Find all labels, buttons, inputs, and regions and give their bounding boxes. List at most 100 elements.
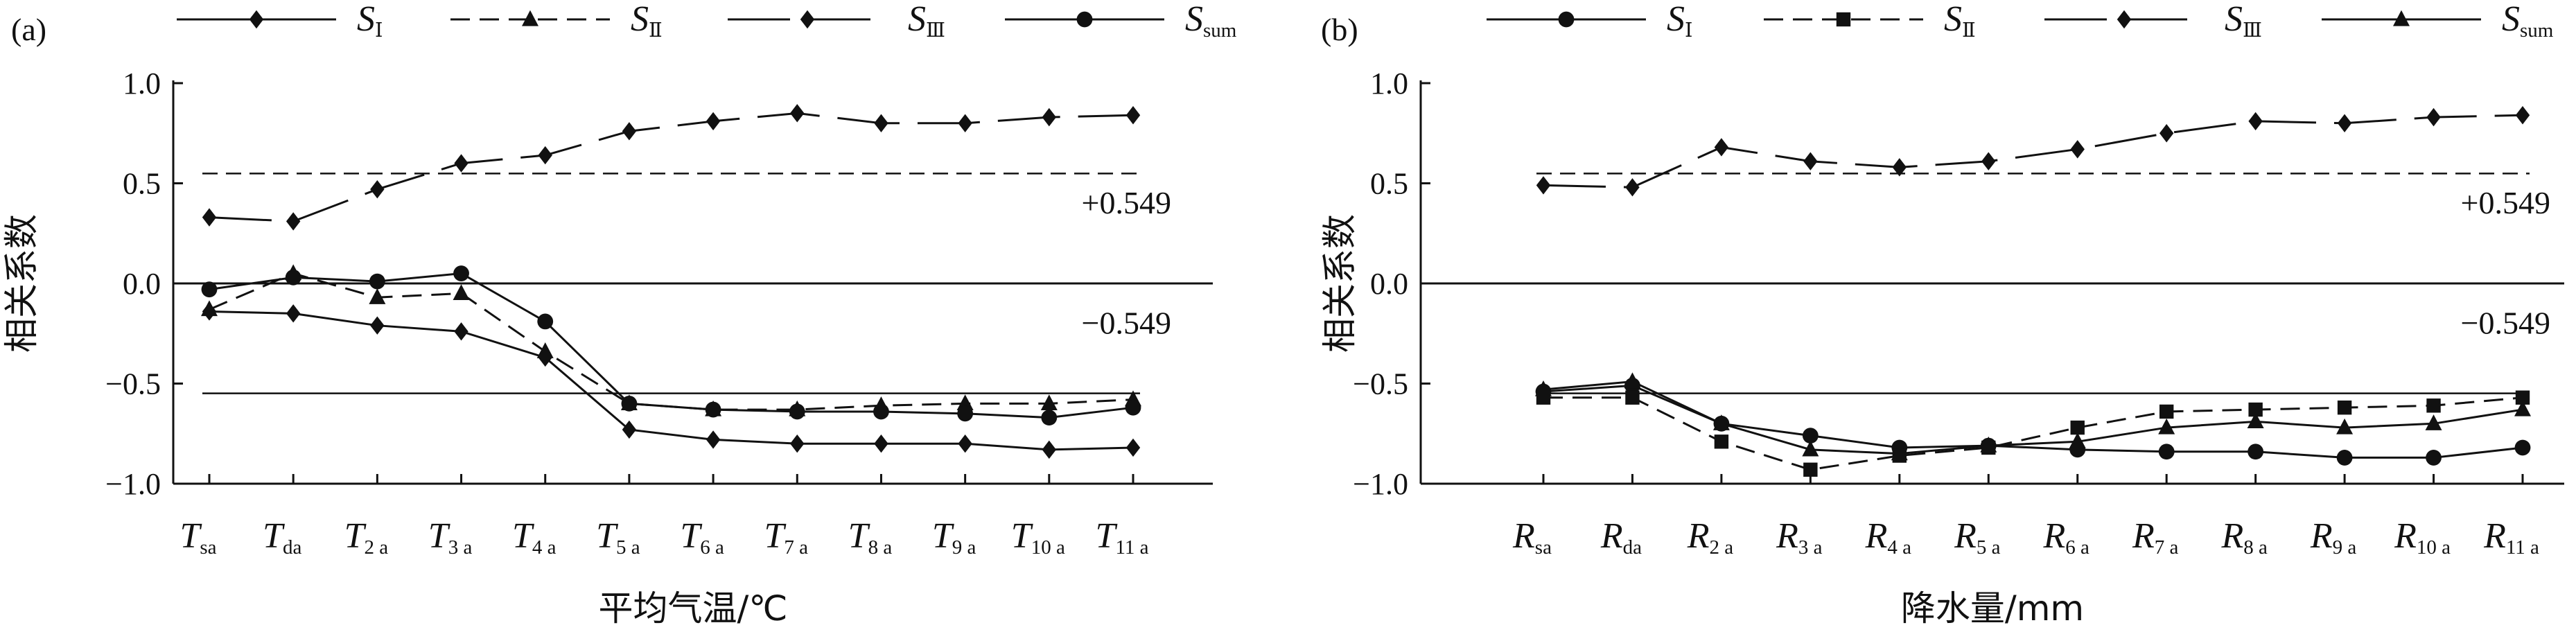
- data-point: [874, 114, 888, 132]
- data-point: [2426, 107, 2441, 127]
- threshold-label: +0.549: [2461, 185, 2550, 220]
- y-axis-title: 相关系数: [1320, 214, 1360, 353]
- data-point: [2337, 400, 2352, 415]
- x-tick-label: T6 a: [680, 516, 724, 559]
- data-point: [1802, 428, 1819, 444]
- threshold-label: +0.549: [1082, 185, 1171, 220]
- y-axis-title: 相关系数: [1, 214, 42, 353]
- data-point: [1803, 462, 1818, 477]
- data-point: [538, 146, 552, 165]
- data-point: [874, 434, 888, 453]
- data-point: [706, 112, 721, 131]
- legend-entry: SⅢ: [728, 0, 945, 42]
- data-point: [789, 403, 805, 420]
- legend-entry: SⅠ: [1487, 0, 1692, 42]
- x-tick-label: Tda: [263, 516, 301, 559]
- data-point: [454, 154, 468, 173]
- x-tick-label: T11 a: [1096, 516, 1149, 559]
- y-tick-label: 0.0: [1370, 267, 1408, 301]
- data-point: [285, 269, 301, 286]
- data-point: [1714, 434, 1729, 449]
- data-point: [957, 405, 974, 422]
- series-Ⅲ: [1536, 106, 2530, 197]
- x-tick-label: R2 a: [1687, 516, 1734, 559]
- series-line: [209, 272, 1134, 411]
- x-tick-label: T2 a: [344, 516, 389, 559]
- legend-entry: SⅡ: [450, 0, 663, 42]
- data-point: [2158, 444, 2175, 460]
- legend-label: Ssum: [1185, 0, 1237, 42]
- legend-marker: [1076, 11, 1093, 28]
- threshold-label: −0.549: [2461, 305, 2550, 340]
- x-tick-label: Tsa: [179, 516, 216, 559]
- series-sum: [201, 265, 1141, 426]
- data-point: [958, 114, 972, 132]
- x-tick-label: T4 a: [512, 516, 557, 559]
- legend-marker: [2117, 10, 2132, 29]
- data-point: [454, 322, 468, 341]
- series-line: [209, 272, 1134, 419]
- y-tick-label: 0.5: [123, 167, 161, 201]
- series-Ⅰ: [1535, 377, 2531, 466]
- x-tick-label: R3 a: [1776, 516, 1823, 559]
- x-tick-label: R8 a: [2220, 516, 2268, 559]
- data-point: [1714, 138, 1729, 157]
- data-point: [2514, 400, 2531, 416]
- data-point: [2248, 444, 2264, 460]
- data-point: [622, 420, 637, 439]
- data-point: [1042, 107, 1057, 127]
- data-point: [536, 342, 554, 358]
- panel-label: (b): [1321, 12, 1358, 47]
- legend-label: SⅠ: [1667, 0, 1692, 42]
- y-tick-label: 0.5: [1370, 167, 1408, 201]
- data-point: [790, 104, 805, 123]
- data-point: [2070, 140, 2085, 159]
- y-tick-label: 0.0: [123, 267, 161, 301]
- series-Ⅱ: [1536, 390, 2530, 477]
- legend-entry: Ssum: [1005, 0, 1237, 42]
- data-point: [1040, 394, 1058, 410]
- y-tick-label: −1.0: [105, 467, 161, 501]
- legend-marker: [800, 10, 815, 29]
- data-point: [2159, 124, 2174, 143]
- x-tick-label: R11 a: [2483, 516, 2539, 559]
- data-point: [370, 316, 385, 335]
- y-tick-label: 1.0: [123, 67, 161, 100]
- x-tick-label: R4 a: [1865, 516, 1912, 559]
- panel-label: (a): [11, 12, 46, 47]
- x-tick-label: R5 a: [1954, 516, 2001, 559]
- x-tick-label: R6 a: [2043, 516, 2090, 559]
- data-point: [2426, 450, 2442, 466]
- data-point: [1802, 440, 1819, 457]
- data-point: [2336, 450, 2353, 466]
- data-point: [202, 208, 217, 227]
- data-point: [2248, 402, 2263, 417]
- legend-marker: [1836, 12, 1851, 27]
- series-line: [1543, 396, 2523, 471]
- legend-entry: SⅢ: [2044, 0, 2262, 42]
- legend-marker: [249, 10, 264, 29]
- data-point: [1125, 438, 1141, 457]
- data-point: [706, 430, 721, 449]
- threshold-label: −0.549: [1082, 305, 1171, 340]
- data-point: [537, 313, 554, 330]
- data-point: [1536, 176, 1551, 195]
- data-point: [201, 281, 218, 298]
- data-point: [201, 300, 218, 317]
- legend-marker: [2393, 10, 2410, 26]
- data-point: [2069, 432, 2086, 448]
- x-tick-label: T10 a: [1011, 516, 1065, 559]
- data-point: [2336, 418, 2354, 434]
- data-point: [453, 284, 470, 301]
- data-point: [1803, 152, 1818, 170]
- x-tick-label: R10 a: [2394, 516, 2451, 559]
- legend-label: SⅡ: [1944, 0, 1976, 42]
- legend-label: SⅢ: [908, 0, 945, 42]
- data-point: [2337, 114, 2352, 132]
- data-point: [958, 434, 972, 453]
- x-tick-label: T7 a: [764, 516, 808, 559]
- x-tick-label: T5 a: [596, 516, 640, 559]
- data-point: [370, 179, 385, 199]
- x-tick-label: T9 a: [932, 516, 976, 559]
- series-Ⅰ: [202, 302, 1141, 459]
